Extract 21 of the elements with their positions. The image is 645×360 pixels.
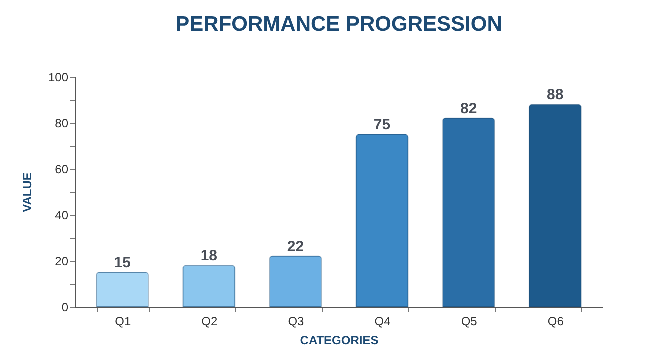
x-tick-label: Q6	[548, 314, 564, 328]
y-axis-title: VALUE	[20, 172, 34, 212]
x-axis-title: CATEGORIES	[300, 334, 379, 348]
y-tick-label: 100	[48, 70, 69, 84]
x-tick-label: Q2	[202, 314, 218, 328]
x-tick-label: Q1	[115, 314, 132, 328]
x-tick-label: Q5	[461, 314, 478, 328]
data-label: 82	[460, 100, 478, 118]
y-tick-label: 40	[55, 208, 69, 222]
y-tick-label: 80	[55, 116, 69, 130]
chart-title: PERFORMANCE PROGRESSION	[176, 13, 502, 36]
data-label: 22	[287, 238, 304, 256]
x-tick-label: Q3	[288, 314, 305, 328]
y-tick-label: 60	[55, 162, 69, 176]
y-tick-label: 20	[55, 254, 69, 268]
data-label: 15	[114, 254, 131, 272]
data-label: 18	[200, 248, 218, 265]
data-label: 75	[374, 116, 391, 134]
y-tick-label: 0	[62, 300, 69, 314]
data-label: 88	[547, 86, 564, 104]
x-tick-label: Q4	[374, 314, 392, 328]
